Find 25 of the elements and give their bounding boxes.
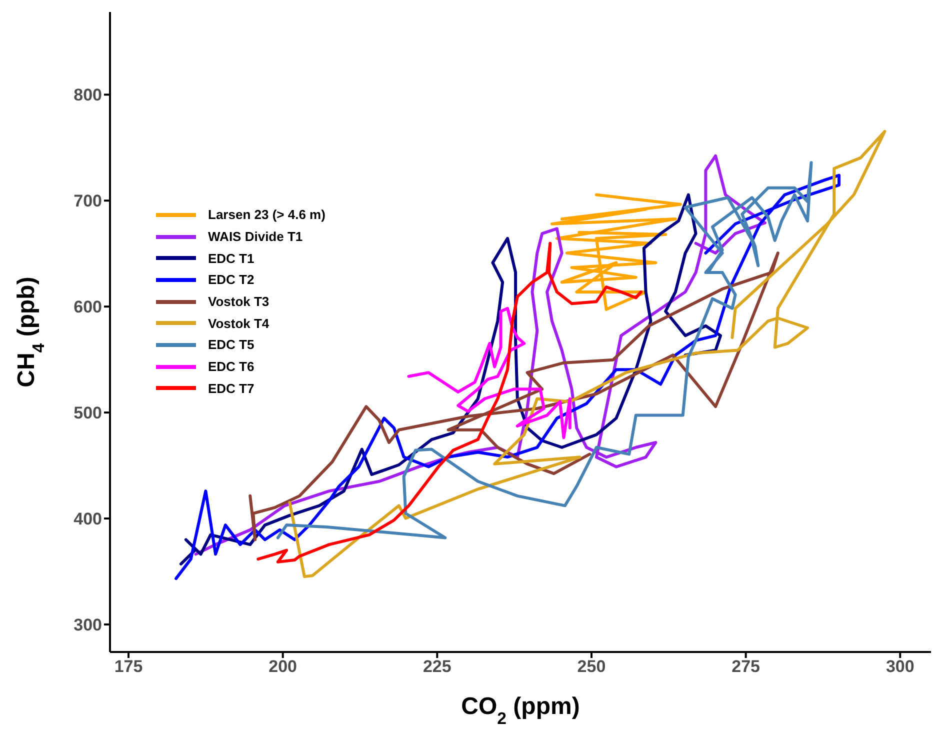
legend-label: Vostok T4 bbox=[208, 316, 270, 331]
legend-label: Vostok T3 bbox=[208, 294, 270, 310]
y-tick-label: 400 bbox=[74, 510, 102, 529]
legend-label: EDC T6 bbox=[208, 359, 254, 374]
legend-label: WAIS Divide T1 bbox=[208, 229, 303, 244]
x-tick-label: 175 bbox=[114, 657, 143, 676]
line-series bbox=[288, 130, 886, 578]
y-tick-label: 500 bbox=[74, 404, 102, 423]
x-tick-label: 200 bbox=[268, 657, 298, 676]
x-tick-label: 225 bbox=[422, 657, 452, 676]
x-tick-label: 300 bbox=[886, 657, 914, 676]
y-tick-label: 800 bbox=[74, 86, 102, 105]
y-tick-label: 700 bbox=[74, 192, 102, 211]
x-tick-label: 275 bbox=[732, 657, 760, 676]
legend-label: Larsen 23 (> 4.6 m) bbox=[208, 207, 326, 222]
legend-label: EDC T7 bbox=[208, 380, 254, 396]
line-series bbox=[407, 306, 572, 440]
x-tick-label: 250 bbox=[577, 657, 606, 676]
legend-label: EDC T2 bbox=[208, 272, 254, 288]
y-tick-label: 600 bbox=[74, 298, 102, 317]
legend-label: EDC T5 bbox=[208, 337, 254, 352]
line-series bbox=[550, 193, 682, 311]
legend-label: EDC T1 bbox=[208, 250, 254, 266]
x-axis-title: CO$_{2}$ (ppm) bbox=[461, 693, 580, 728]
y-tick-label: 300 bbox=[74, 615, 102, 634]
